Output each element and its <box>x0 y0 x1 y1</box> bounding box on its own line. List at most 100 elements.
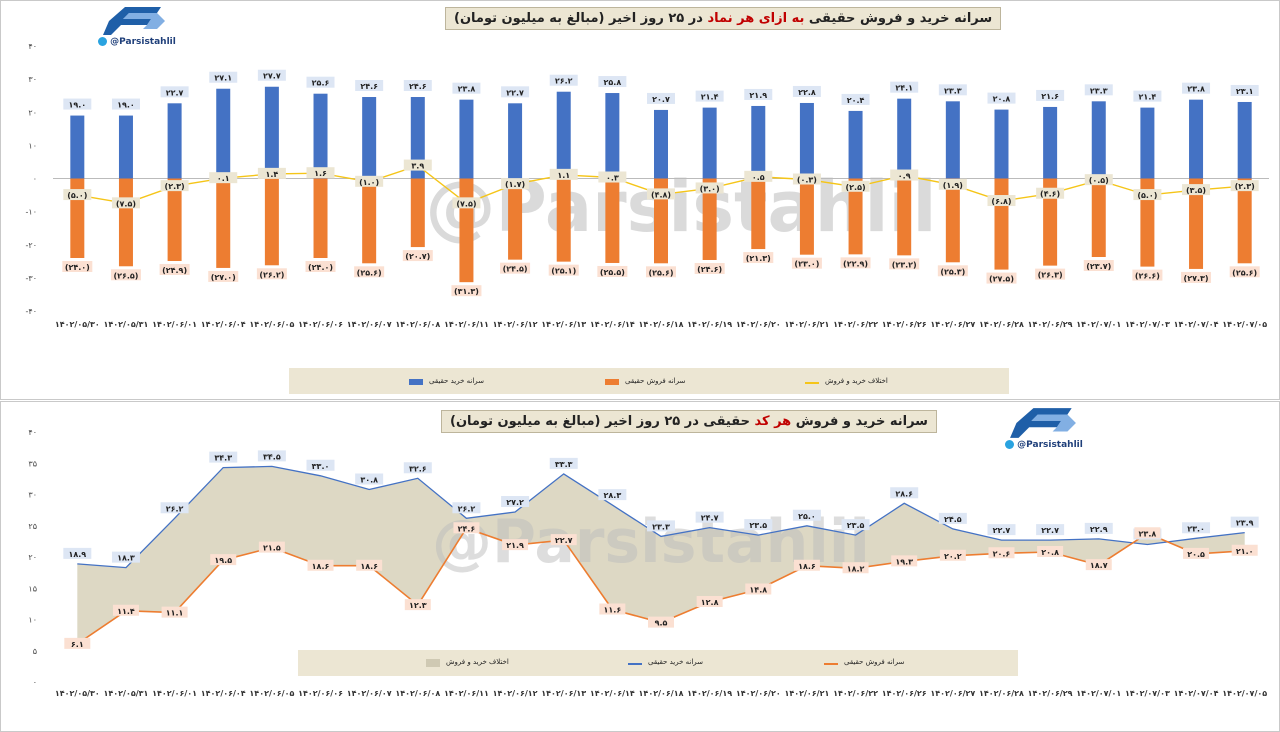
sell-data-label: ۱۸.۲ <box>847 564 865 573</box>
sell-data-label: ۱۸.۷ <box>1090 561 1108 570</box>
buy-data-label: ۲۵.۸ <box>604 78 622 87</box>
buy-label-bg <box>209 71 238 83</box>
diff-label-bg <box>63 189 92 201</box>
buy-label-bg <box>1036 89 1065 101</box>
parsistahlil-logo-icon-2 <box>1010 408 1076 438</box>
buy-label-bg <box>744 88 773 100</box>
buy-bar <box>118 115 133 179</box>
buy-label-bg <box>160 502 189 514</box>
buy-label-bg <box>549 457 578 469</box>
sell-label-bg <box>356 559 383 571</box>
x-tick-label: ۱۴۰۲/۰۶/۱۳ <box>541 689 586 698</box>
diff-data-label: (۷.۵) <box>116 199 136 208</box>
buy-data-label: ۱۸.۹ <box>68 550 86 559</box>
buy-data-label: ۲۶.۲ <box>458 504 476 513</box>
buy-data-label: ۲۲.۹ <box>1090 525 1108 534</box>
chart2-title-post: حقیقی در ۲۵ روز اخیر (مبالغ به میلیون تو… <box>450 414 750 429</box>
x-tick-label: ۱۴۰۲/۰۶/۱۳ <box>541 320 586 329</box>
buy-bar <box>751 105 766 179</box>
buy-label-bg <box>1182 82 1211 94</box>
x-tick-label: ۱۴۰۲/۰۶/۲۲ <box>833 320 878 329</box>
x-tick-label: ۱۴۰۲/۰۵/۳۰ <box>55 320 100 329</box>
buy-data-label: ۲۱.۶ <box>1041 92 1059 101</box>
diff-label-bg <box>209 172 238 184</box>
buy-data-label: ۲۳.۱ <box>1236 87 1254 96</box>
chart1-plot: @Parsistahlil۴۰۳۰۲۰۱۰۰-۱۰-۲۰-۳۰-۴۰۱۹.۰(۲… <box>26 42 1269 329</box>
buy-label-bg <box>306 459 335 471</box>
sell-label-bg <box>1085 559 1112 571</box>
diff-label-bg <box>160 180 189 192</box>
buy-label-bg <box>403 462 432 474</box>
buy-data-label: ۳۴.۵ <box>263 452 281 461</box>
x-tick-label: ۱۴۰۲/۰۶/۱۸ <box>639 320 684 329</box>
buy-data-label: ۳۰.۸ <box>360 476 378 485</box>
x-tick-label: ۱۴۰۲/۰۶/۱۲ <box>493 689 538 698</box>
chart1-title: سرانه خرید و فروش حقیقی به ازای هر نماد … <box>445 7 1002 30</box>
buy-data-label: ۲۶.۲ <box>555 77 573 86</box>
buy-data-label: ۲۳.۰ <box>1187 524 1205 533</box>
sell-label-bg <box>548 264 579 276</box>
sell-bar <box>118 178 133 267</box>
buy-label-bg <box>1084 522 1113 534</box>
sell-label-bg <box>1132 269 1163 281</box>
sell-label-bg <box>840 257 871 269</box>
sell-data-label: (۲۵.۶) <box>649 268 674 277</box>
x-tick-label: ۱۴۰۲/۰۶/۲۲ <box>833 689 878 698</box>
sell-data-label: (۲۴.۰) <box>308 263 333 272</box>
sell-label-bg <box>1134 527 1161 539</box>
sell-label-bg <box>112 604 139 616</box>
buy-label-bg <box>1084 84 1113 96</box>
sell-data-label: (۲۷.۵) <box>989 275 1014 284</box>
buy-bar <box>410 97 425 179</box>
sell-data-label: (۳۱.۳) <box>454 287 479 296</box>
sell-data-label: (۲۶.۵) <box>113 271 138 280</box>
chart2-title: سرانه خرید و فروش هر کد حقیقی در ۲۵ روز … <box>441 410 937 433</box>
sell-bar <box>799 178 814 255</box>
x-tick-label: ۱۴۰۲/۰۷/۰۴ <box>1174 689 1219 698</box>
buy-label-bg <box>549 74 578 86</box>
sell-label-bg <box>1183 547 1210 559</box>
buy-bar <box>897 98 912 179</box>
sell-label-bg <box>599 603 626 615</box>
buy-bar <box>654 109 668 179</box>
sell-bar <box>264 178 279 266</box>
chart2-panel: @Parsistahlil ۴۰ ۳۵ ۳۰ ۲۵ ۲۰ ۱۵ ۱۰ ۵ ۰ ۱۸.۹ ۶.۱ ۱۴۰۲… <box>0 401 1280 732</box>
sell-bar <box>751 178 766 250</box>
legend2-diff-swatch <box>426 659 440 667</box>
x-tick-label: ۱۴۰۲/۰۶/۰۴ <box>201 689 246 698</box>
legend-diff-swatch <box>805 382 819 384</box>
buy-label-bg <box>890 487 919 499</box>
sell-label-bg <box>791 257 822 269</box>
sell-bar <box>897 178 912 256</box>
diff-data-label: ۱.۱ <box>557 171 570 180</box>
x-tick-label: ۱۴۰۲/۰۶/۰۸ <box>395 689 440 698</box>
x-tick-label: ۱۴۰۲/۰۷/۰۱ <box>1076 320 1121 329</box>
diff-label-bg <box>1084 174 1113 186</box>
x-tick-label: ۱۴۰۲/۰۶/۲۱ <box>784 320 829 329</box>
buy-data-label: ۲۸.۶ <box>895 489 913 498</box>
buy-data-label: ۲۱.۴ <box>1139 93 1157 102</box>
buy-data-label: ۳۳.۳ <box>555 460 573 469</box>
sell-label-bg <box>842 562 869 574</box>
buy-label-bg <box>111 551 140 563</box>
sell-label-bg <box>453 522 480 534</box>
diff-area <box>77 466 1245 644</box>
sell-bar <box>313 178 328 258</box>
buy-line <box>77 465 1245 569</box>
x-tick-label: ۱۴۰۲/۰۶/۲۰ <box>736 689 781 698</box>
sell-label-bg <box>451 285 482 297</box>
chart1-title-post: در ۲۵ روز اخیر (مبالغ به میلیون تومان) <box>454 11 703 26</box>
buy-label-bg <box>355 80 384 92</box>
buy-data-label: ۲۲.۸ <box>798 88 816 97</box>
x-tick-label: ۱۴۰۲/۰۶/۱۴ <box>590 320 635 329</box>
sell-data-label: ۶.۱ <box>71 640 84 649</box>
sell-label-bg <box>161 606 188 618</box>
diff-data-label: (۷.۵) <box>456 199 476 208</box>
sell-data-label: ۱۱.۱ <box>166 609 184 618</box>
chart1-legend: سرانه خرید حقیقی سرانه فروش حقیقی اختلاف… <box>289 368 1009 394</box>
y-tick-label: ۴۰ <box>28 42 37 51</box>
sell-bar <box>167 178 182 261</box>
buy-label-bg <box>695 90 724 102</box>
diff-label-bg <box>1133 189 1162 201</box>
y-tick-label: ۱۰ <box>28 616 37 625</box>
